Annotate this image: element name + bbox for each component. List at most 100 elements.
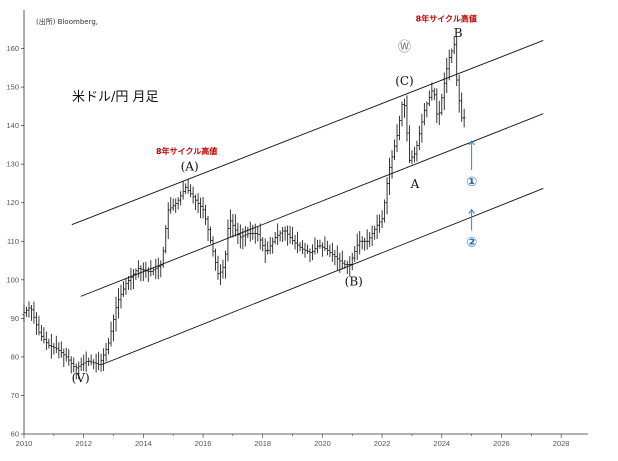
ohlc-bar (368, 232, 372, 247)
ohlc-bar (186, 178, 190, 194)
y-tick-label: 120 (6, 198, 19, 207)
wave-label: (A) (181, 160, 199, 174)
ohlc-bar (325, 240, 329, 256)
ohlc-bar (136, 260, 140, 278)
ohlc-bar (395, 124, 399, 152)
ohlc-bar (238, 224, 242, 249)
ohlc-bar (209, 226, 212, 244)
ohlc-bar (403, 98, 406, 118)
ohlc-bar (79, 357, 83, 371)
ohlc-bar (353, 246, 357, 262)
wave-label: (V) (72, 371, 90, 385)
x-tick-label: 2018 (254, 439, 271, 448)
ohlc-bar (398, 115, 401, 141)
ohlc-bar (62, 348, 66, 367)
ohlc-bar (40, 324, 43, 342)
ohlc-bar (437, 100, 441, 126)
ohlc-bar (425, 101, 429, 118)
ohlc-bar (256, 226, 260, 242)
ohlc-bar (385, 177, 389, 215)
ohlc-bar (97, 351, 101, 371)
ohlc-bar (400, 101, 404, 127)
ohlc-bar (117, 288, 120, 319)
ohlc-bar (27, 301, 31, 318)
x-tick-label: 2028 (553, 439, 570, 448)
ohlc-bar (258, 223, 262, 250)
ohlc-bar (35, 312, 38, 335)
ohlc-bar (413, 146, 416, 163)
ohlc-bar (124, 278, 128, 295)
y-tick-label: 160 (6, 44, 19, 53)
ohlc-bar (201, 197, 205, 219)
ohlc-bar (102, 348, 105, 372)
arrow-head (468, 208, 475, 214)
ohlc-bar (380, 210, 384, 229)
ohlc-bar (194, 194, 197, 211)
ohlc-bar (291, 226, 294, 245)
ohlc-bar (54, 335, 58, 353)
ohlc-bar (311, 244, 314, 261)
ohlc-bar (42, 327, 46, 344)
ohlc-bar (316, 239, 319, 254)
y-tick-label: 70 (11, 391, 19, 400)
ohlc-bar (370, 225, 374, 246)
ohlc-bar (321, 242, 324, 257)
ohlc-bar (276, 223, 280, 245)
ohlc-bar (211, 236, 215, 257)
ohlc-bar (196, 193, 200, 214)
y-tick-label: 140 (6, 121, 19, 130)
ohlc-bar (263, 238, 267, 263)
ohlc-bar (22, 305, 26, 323)
ohlc-bar (427, 90, 431, 107)
y-tick-label: 110 (7, 237, 19, 246)
ohlc-bar (378, 214, 382, 233)
x-tick-label: 2024 (433, 439, 450, 448)
ohlc-bar (169, 197, 173, 214)
x-tick-label: 2014 (135, 439, 152, 448)
y-tick-label: 60 (11, 430, 19, 439)
ohlc-bar (57, 342, 61, 359)
ohlc-bar (112, 314, 115, 342)
ohlc-bar (109, 321, 113, 347)
ohlc-bar (318, 239, 322, 249)
ohlc-bar (306, 244, 309, 254)
y-tick-label: 100 (6, 275, 19, 284)
target-arrow (468, 208, 475, 231)
ohlc-bar (49, 333, 53, 359)
ohlc-bar (159, 260, 163, 278)
ohlc-bar (243, 226, 247, 247)
ohlc-bar (445, 57, 449, 94)
ohlc-bar (122, 281, 125, 297)
ohlc-bar (114, 296, 118, 332)
channel-line (80, 113, 544, 297)
ohlc-bar (181, 181, 185, 200)
ohlc-bar (435, 88, 439, 124)
target-marker: ① (466, 175, 477, 190)
x-tick-label: 2012 (75, 439, 92, 448)
ohlc-bar (273, 231, 277, 245)
ohlc-bar (221, 259, 225, 279)
ohlc-bar (156, 257, 160, 280)
ohlc-bar (388, 157, 391, 196)
ohlc-bar (420, 113, 424, 143)
ohlc-bar (298, 241, 302, 252)
y-tick-label: 90 (11, 314, 19, 323)
ohlc-bar (174, 198, 178, 213)
ohlc-bar (462, 108, 466, 128)
ohlc-bar (171, 198, 175, 211)
ohlc-bar (405, 95, 409, 142)
ohlc-bar (216, 255, 220, 280)
ohlc-bar (87, 357, 91, 366)
wave-label: (C) (395, 74, 414, 88)
ohlc-bar (330, 242, 334, 262)
ohlc-bar (52, 343, 56, 355)
ohlc-bar (271, 237, 275, 254)
ohlc-bar (375, 214, 379, 240)
axes: 60 70 80 90 100 110 120 130 140 150 160 2010 2012 201… (6, 10, 588, 448)
ohlc-bar (25, 306, 28, 318)
ohlc-bar (104, 342, 108, 362)
wave-label: Ⓦ (398, 40, 411, 55)
ohlc-bar (410, 150, 414, 165)
ohlc-bar (89, 354, 93, 366)
